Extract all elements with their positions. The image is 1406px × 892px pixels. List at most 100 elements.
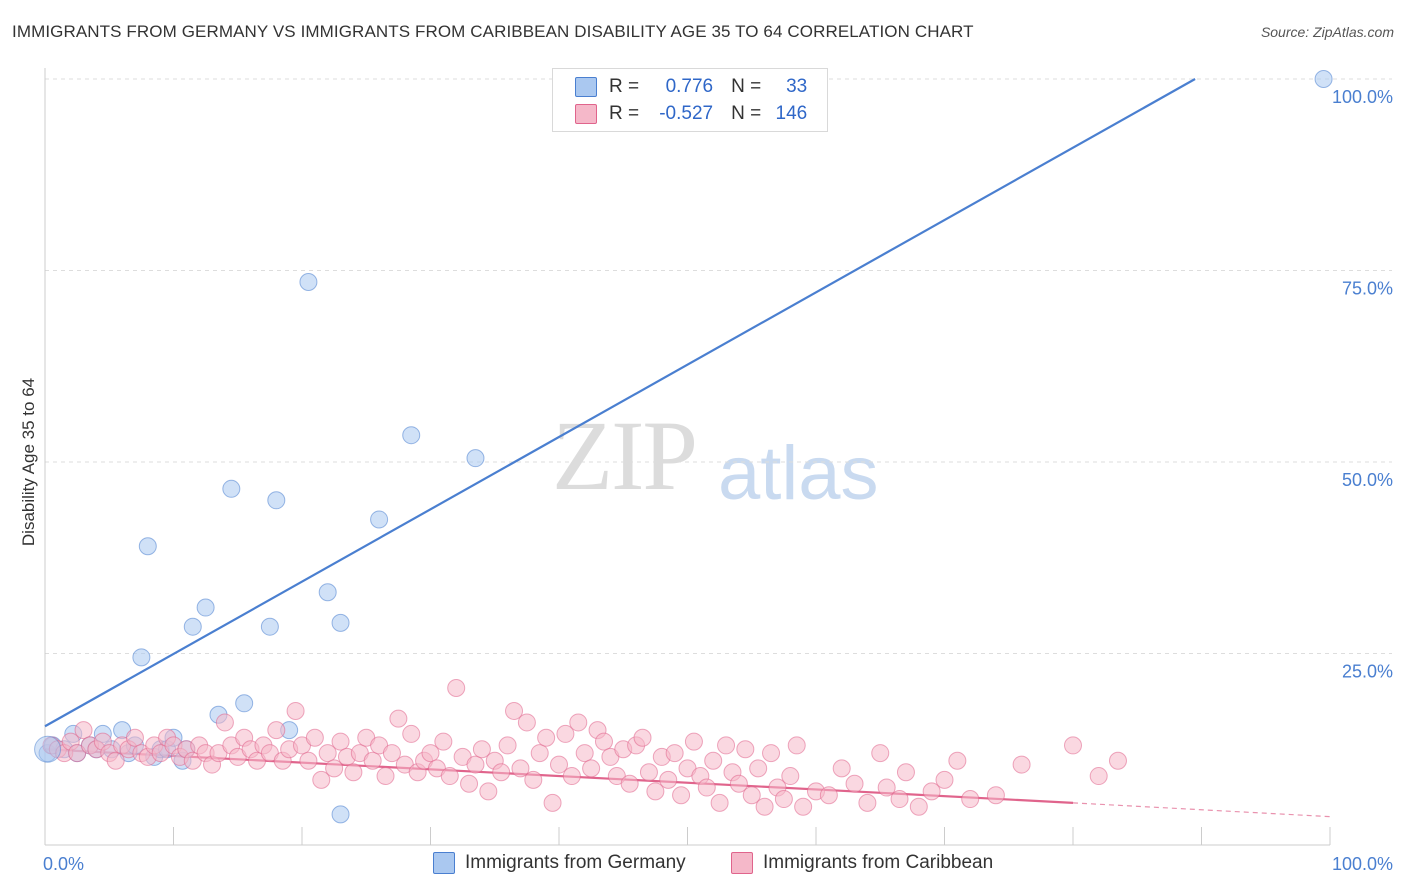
germany-point: [466, 449, 485, 468]
caribbean-point: [215, 713, 234, 732]
series-swatch-caribbean: [731, 852, 753, 874]
caribbean-point: [305, 728, 324, 747]
caribbean-point: [858, 793, 877, 812]
germany-point: [299, 272, 318, 291]
caribbean-point: [524, 770, 543, 789]
legend-n-value-caribbean: 146: [775, 103, 808, 124]
caribbean-point: [389, 709, 408, 728]
caribbean-trend-extension: [1072, 802, 1331, 818]
germany-point: [1314, 70, 1333, 88]
germany-point: [183, 617, 202, 636]
caribbean-point: [562, 767, 581, 786]
germany-point: [318, 583, 337, 602]
caribbean-point: [299, 751, 318, 770]
germany-point: [34, 735, 62, 763]
caribbean-point: [1089, 767, 1108, 786]
caribbean-point: [787, 736, 806, 755]
germany-point: [260, 617, 279, 636]
caribbean-point: [575, 744, 594, 763]
germany-point: [331, 805, 350, 824]
caribbean-point: [550, 755, 568, 774]
legend-r-label: R =: [609, 76, 640, 97]
caribbean-point: [749, 759, 768, 778]
caribbean-point: [312, 770, 331, 789]
caribbean-point: [569, 713, 588, 732]
caribbean-point: [440, 767, 459, 786]
caribbean-point: [832, 759, 851, 778]
legend-row-germany: R = 0.776 N = 33: [575, 75, 807, 99]
caribbean-point: [447, 678, 466, 697]
caribbean-point: [896, 763, 915, 782]
caribbean-point: [1108, 751, 1127, 770]
caribbean-point: [672, 786, 691, 805]
caribbean-point: [729, 774, 748, 793]
caribbean-point: [639, 763, 658, 782]
caribbean-point: [363, 751, 382, 770]
caribbean-point: [517, 713, 536, 732]
germany-point: [235, 694, 254, 713]
caribbean-point: [511, 759, 530, 778]
y-tick-label: 25.0%: [1342, 662, 1393, 682]
caribbean-point: [530, 744, 549, 763]
caribbean-point: [382, 744, 401, 763]
caribbean-point: [877, 778, 896, 797]
germany-point: [267, 491, 286, 510]
caribbean-point: [646, 782, 665, 801]
germany-point: [138, 537, 157, 556]
caribbean-point: [922, 782, 941, 801]
legend-r-value-caribbean: -0.527: [659, 103, 714, 124]
watermark-zip: ZIP: [552, 400, 698, 511]
legend-swatch-caribbean: [575, 104, 597, 124]
caribbean-point: [537, 728, 556, 747]
caribbean-point: [556, 724, 575, 743]
y-axis-label: Disability Age 35 to 64: [19, 378, 38, 546]
x-tick-label: 100.0%: [1332, 854, 1393, 874]
series-legend-germany[interactable]: Immigrants from Germany: [433, 852, 686, 874]
caribbean-point: [986, 786, 1005, 805]
gridlines: [45, 78, 1392, 654]
caribbean-point: [498, 736, 517, 755]
caribbean-point: [717, 736, 736, 755]
caribbean-point: [961, 790, 980, 809]
caribbean-point: [684, 732, 703, 751]
caribbean-point: [704, 751, 723, 770]
y-tick-label: 50.0%: [1342, 470, 1393, 490]
caribbean-point: [781, 767, 800, 786]
germany-point: [196, 598, 215, 617]
caribbean-point: [267, 721, 286, 740]
caribbean-point: [774, 790, 793, 809]
legend-r-label: R =: [609, 103, 640, 124]
caribbean-point: [74, 721, 93, 740]
caribbean-point: [318, 744, 337, 763]
germany-point: [370, 510, 389, 529]
caribbean-point: [479, 782, 498, 801]
caribbean-point: [890, 790, 909, 809]
caribbean-point: [665, 744, 684, 763]
correlation-legend: R = 0.776 N = 33 R = -0.527 N = 146: [552, 68, 828, 132]
caribbean-point: [871, 744, 890, 763]
caribbean-point: [935, 770, 954, 789]
caribbean-point: [633, 728, 652, 747]
caribbean-point: [460, 774, 479, 793]
caribbean-point: [909, 797, 928, 816]
caribbean-point: [620, 774, 639, 793]
watermark-atlas: atlas: [718, 431, 879, 516]
legend-n-value-germany: 33: [786, 76, 808, 97]
caribbean-point: [1012, 755, 1031, 774]
series-legend: Immigrants from Germany Immigrants from …: [0, 852, 1406, 878]
caribbean-point: [492, 763, 511, 782]
series-legend-caribbean[interactable]: Immigrants from Caribbean: [731, 852, 993, 874]
caribbean-point: [762, 744, 781, 763]
x-tick-label: 0.0%: [43, 854, 84, 874]
caribbean-point: [582, 759, 601, 778]
source-label[interactable]: Source: ZipAtlas.com: [1260, 24, 1394, 40]
series-label-germany: Immigrants from Germany: [465, 852, 686, 873]
caribbean-point: [697, 778, 716, 797]
caribbean-point: [594, 732, 613, 751]
y-tick-label: 75.0%: [1342, 279, 1393, 299]
axis-labels: 25.0% 50.0% 75.0% 100.0% 0.0% 100.0% Disabilit…: [19, 87, 1393, 874]
data-points: [34, 70, 1333, 824]
caribbean-point: [1064, 736, 1082, 755]
legend-n-label: N =: [731, 103, 762, 124]
caribbean-point: [331, 732, 350, 751]
